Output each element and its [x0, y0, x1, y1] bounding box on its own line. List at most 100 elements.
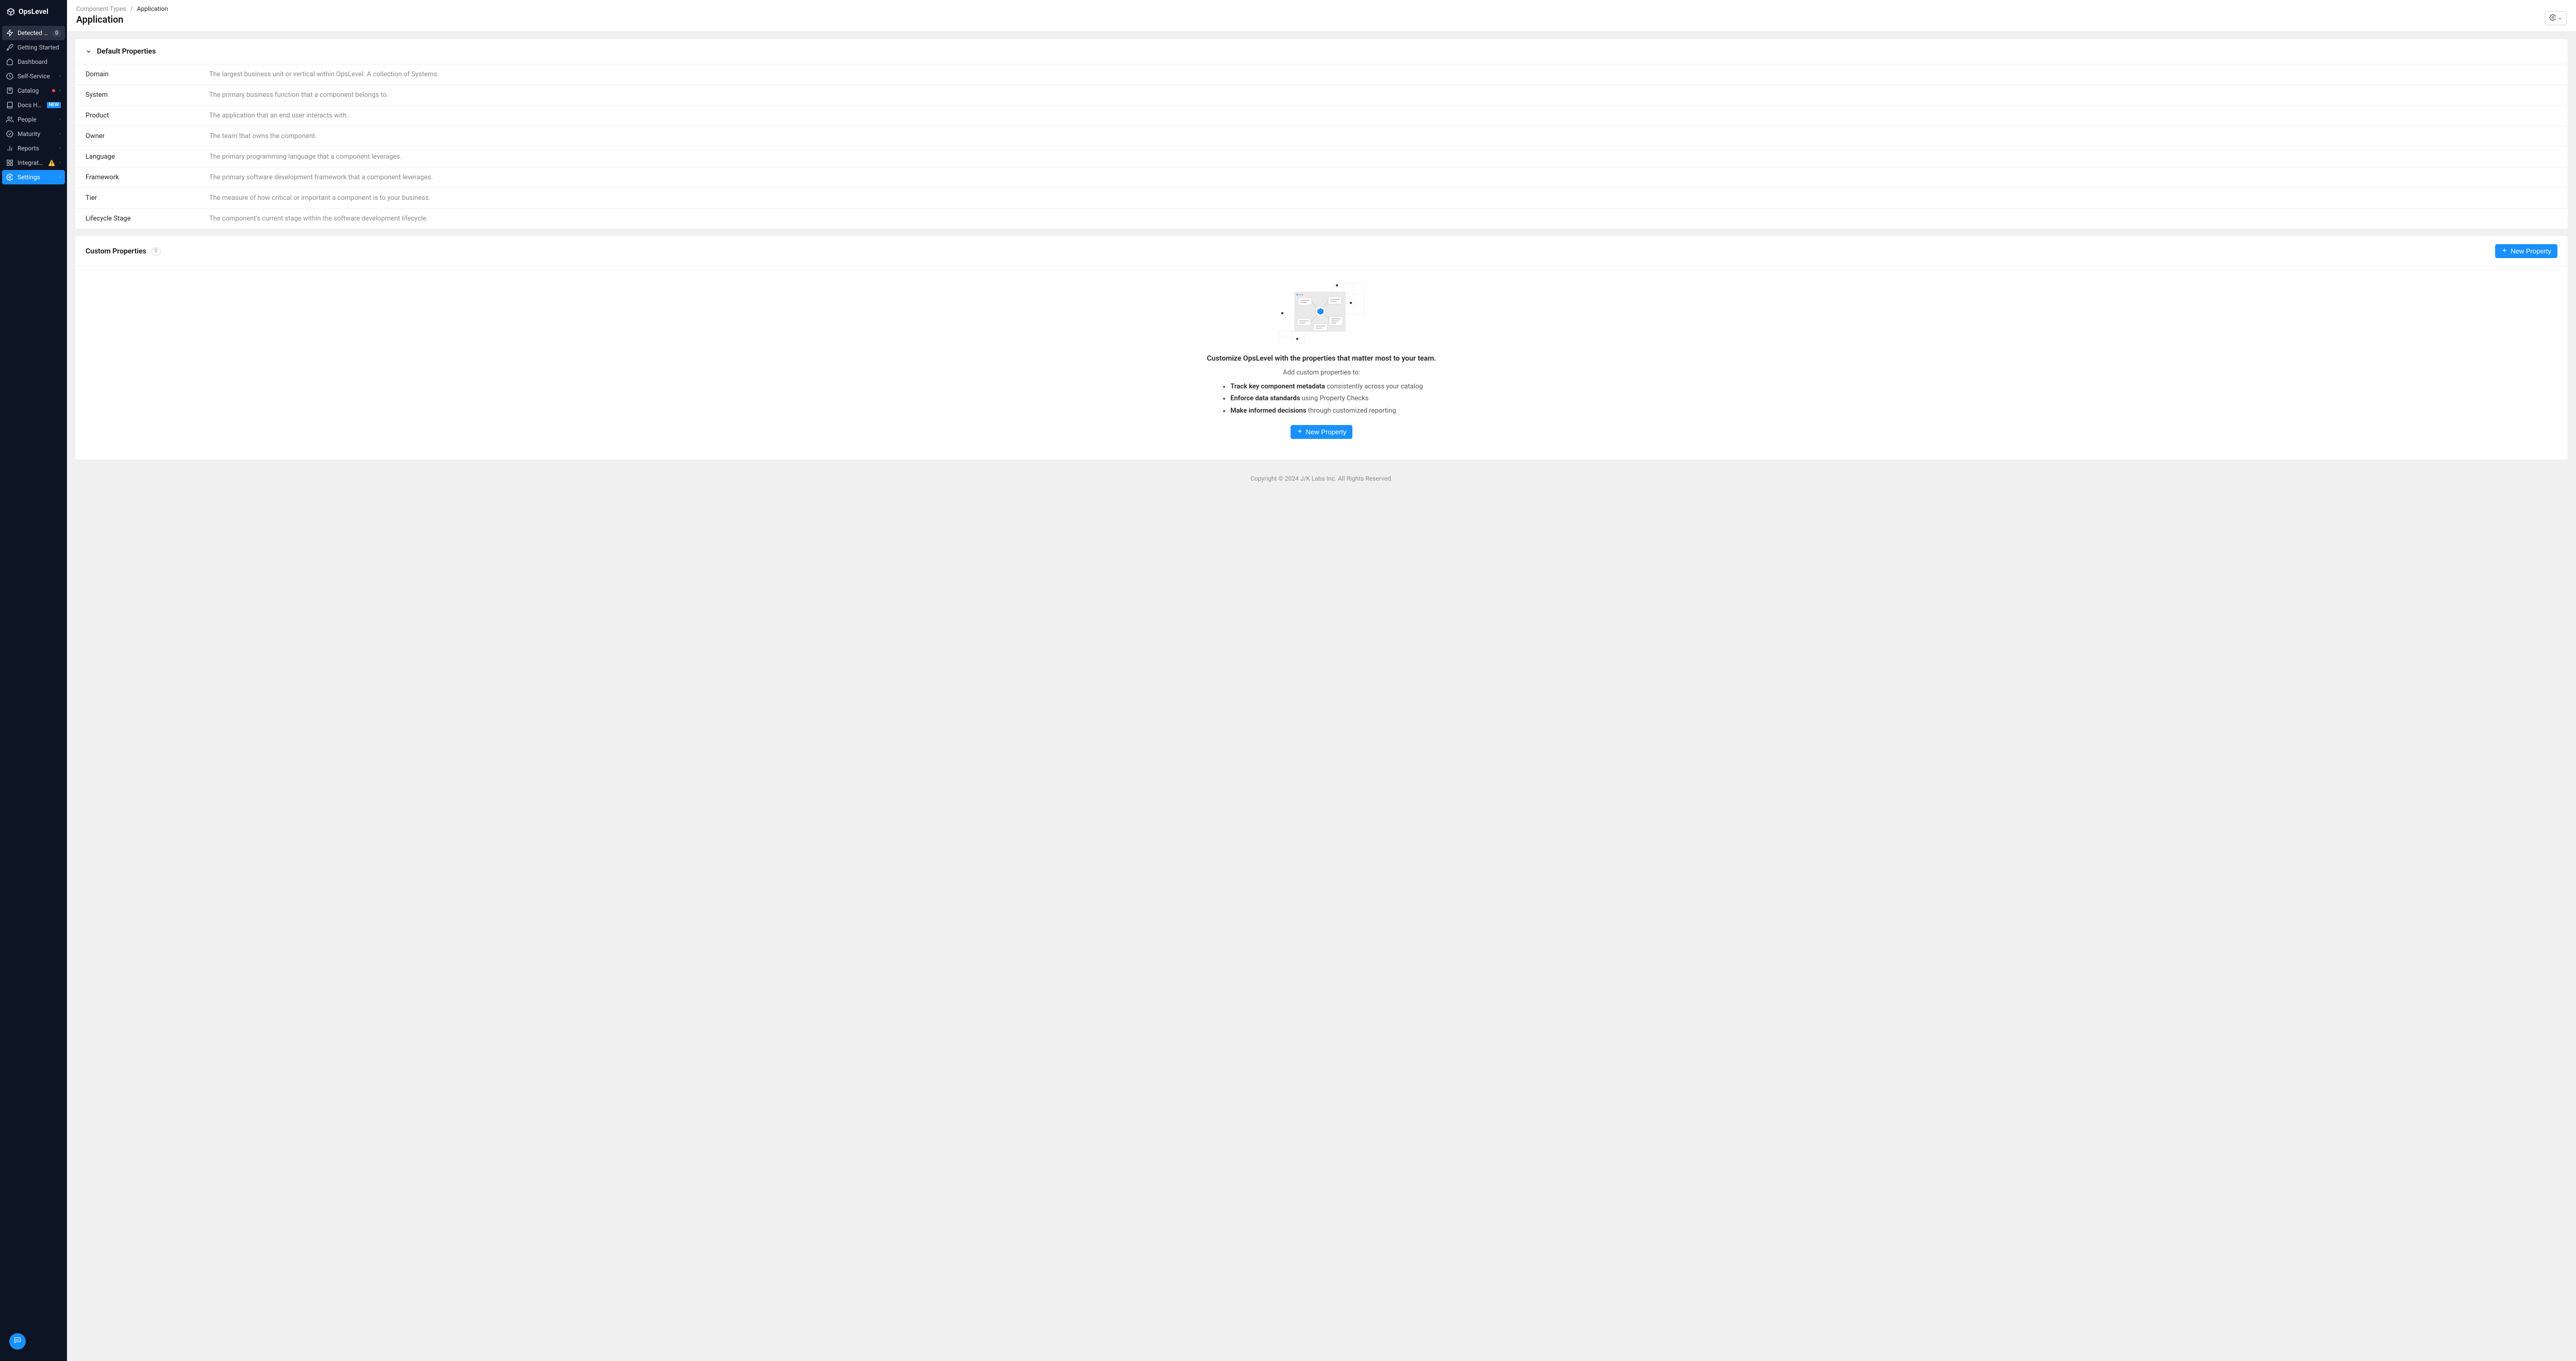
sidebar-item-catalog[interactable]: Catalog ›	[2, 83, 65, 98]
property-name: Product	[86, 112, 209, 120]
property-description: The team that owns the component.	[209, 132, 2557, 140]
detected-services-icon	[6, 29, 13, 37]
chevron-right-icon: ›	[59, 175, 61, 180]
new-property-label: New Property	[1306, 428, 1347, 436]
property-row: TierThe measure of how critical or impor…	[75, 188, 2568, 209]
settings-gear-button[interactable]	[2545, 11, 2567, 25]
self-service-icon	[6, 73, 13, 80]
sidebar-item-integrations[interactable]: Integrations ⚠️›	[2, 156, 65, 170]
logo-icon	[6, 7, 15, 16]
property-row: FrameworkThe primary software developmen…	[75, 167, 2568, 188]
people-icon	[6, 116, 13, 123]
chat-icon	[13, 1336, 22, 1347]
default-properties-header[interactable]: Default Properties	[75, 39, 2568, 64]
chevron-down-icon	[2558, 14, 2562, 22]
custom-properties-panel: Custom Properties 0 New Property	[75, 236, 2568, 460]
empty-bullet-list: Track key component metadata consistentl…	[1220, 381, 1423, 417]
chevron-right-icon: ›	[59, 117, 61, 122]
property-description: The primary programming language that a …	[209, 153, 2557, 161]
footer: Copyright © 2024 J/K Labs Inc. All Right…	[75, 467, 2568, 495]
sidebar-item-dashboard[interactable]: Dashboard	[2, 55, 65, 69]
sidebar-item-detected-services[interactable]: Detected Services0	[2, 26, 65, 40]
catalog-icon	[6, 87, 13, 94]
chevron-right-icon: ›	[59, 74, 61, 79]
property-name: Domain	[86, 71, 209, 78]
new-property-button-empty[interactable]: New Property	[1291, 425, 1353, 439]
property-name: Language	[86, 153, 209, 161]
property-row: LanguageThe primary programming language…	[75, 147, 2568, 167]
property-name: Lifecycle Stage	[86, 215, 209, 223]
property-row: ProductThe application that an end user …	[75, 106, 2568, 126]
sidebar-item-getting-started[interactable]: Getting Started	[2, 40, 65, 55]
chat-fab[interactable]	[9, 1333, 26, 1350]
sidebar-item-label: Dashboard	[18, 58, 61, 65]
sidebar-item-label: Docs Hub	[18, 101, 43, 109]
chevron-right-icon: ›	[59, 88, 61, 93]
dashboard-icon	[6, 58, 13, 65]
topbar: Component Types / Application Applicatio…	[67, 0, 2576, 32]
empty-title: Customize OpsLevel with the properties t…	[86, 354, 2557, 363]
breadcrumb-parent[interactable]: Component Types	[76, 5, 126, 12]
plus-icon	[1297, 428, 1303, 436]
sidebar-item-label: People	[18, 116, 55, 123]
settings-icon	[6, 174, 13, 181]
empty-bullet: Make informed decisions through customiz…	[1230, 405, 1423, 417]
chevron-right-icon: ›	[59, 131, 61, 137]
custom-properties-empty: Customize OpsLevel with the properties t…	[75, 267, 2568, 460]
chevron-down-icon	[86, 48, 92, 55]
integrations-icon	[6, 159, 13, 166]
property-row: SystemThe primary business function that…	[75, 85, 2568, 106]
property-row: Lifecycle StageThe component's current s…	[75, 209, 2568, 229]
sidebar-item-reports[interactable]: Reports ›	[2, 141, 65, 156]
sidebar-item-label: Settings	[18, 174, 55, 181]
new-badge: NEW	[47, 102, 61, 108]
chevron-right-icon: ›	[59, 146, 61, 151]
plus-icon	[2501, 247, 2507, 255]
property-description: The primary business function that a com…	[209, 91, 2557, 99]
reports-icon	[6, 145, 13, 152]
sidebar-item-label: Integrations	[18, 159, 44, 166]
maturity-icon	[6, 130, 13, 138]
warning-icon: ⚠️	[48, 160, 56, 166]
breadcrumb-current: Application	[137, 5, 168, 12]
content: Default Properties DomainThe largest bus…	[67, 32, 2576, 1361]
custom-properties-title: Custom Properties	[86, 247, 146, 256]
property-description: The application that an end user interac…	[209, 112, 2557, 120]
sidebar: OpsLevel Detected Services0 Getting Start…	[0, 0, 67, 1361]
sidebar-item-settings[interactable]: Settings ›	[2, 170, 65, 184]
empty-subtitle: Add custom properties to:	[86, 369, 2557, 377]
sidebar-item-self-service[interactable]: Self-Service ›	[2, 69, 65, 83]
new-property-button[interactable]: New Property	[2495, 244, 2557, 258]
sidebar-count-badge: 0	[53, 30, 61, 37]
sidebar-item-docs-hub[interactable]: Docs Hub NEW	[2, 98, 65, 112]
logo[interactable]: OpsLevel	[0, 0, 67, 24]
property-name: Owner	[86, 132, 209, 140]
property-name: System	[86, 91, 209, 99]
page-title: Application	[76, 14, 168, 25]
default-properties-title: Default Properties	[97, 47, 156, 56]
property-description: The largest business unit or vertical wi…	[209, 71, 2557, 78]
sidebar-item-label: Maturity	[18, 130, 55, 138]
sidebar-item-maturity[interactable]: Maturity ›	[2, 127, 65, 141]
logo-text: OpsLevel	[19, 8, 48, 16]
getting-started-icon	[6, 44, 13, 51]
property-description: The component's current stage within the…	[209, 215, 2557, 223]
breadcrumb: Component Types / Application	[76, 5, 168, 12]
nav: Detected Services0 Getting Started Dashboa…	[0, 24, 67, 186]
empty-bullet: Track key component metadata consistentl…	[1230, 381, 1423, 393]
sidebar-item-people[interactable]: People ›	[2, 112, 65, 127]
sidebar-item-label: Reports	[18, 145, 55, 152]
sidebar-item-label: Getting Started	[18, 44, 61, 51]
default-properties-panel: Default Properties DomainThe largest bus…	[75, 39, 2568, 229]
main: Component Types / Application Applicatio…	[67, 0, 2576, 1361]
property-description: The measure of how critical or important…	[209, 194, 2557, 202]
chevron-right-icon: ›	[59, 160, 61, 165]
gear-icon	[2549, 14, 2556, 23]
new-property-label: New Property	[2511, 247, 2551, 255]
sidebar-item-label: Self-Service	[18, 73, 55, 80]
docs-hub-icon	[6, 101, 13, 109]
empty-illustration	[1278, 282, 1365, 344]
property-name: Tier	[86, 194, 209, 202]
property-row: OwnerThe team that owns the component.	[75, 126, 2568, 147]
sidebar-item-label: Catalog	[18, 87, 48, 94]
